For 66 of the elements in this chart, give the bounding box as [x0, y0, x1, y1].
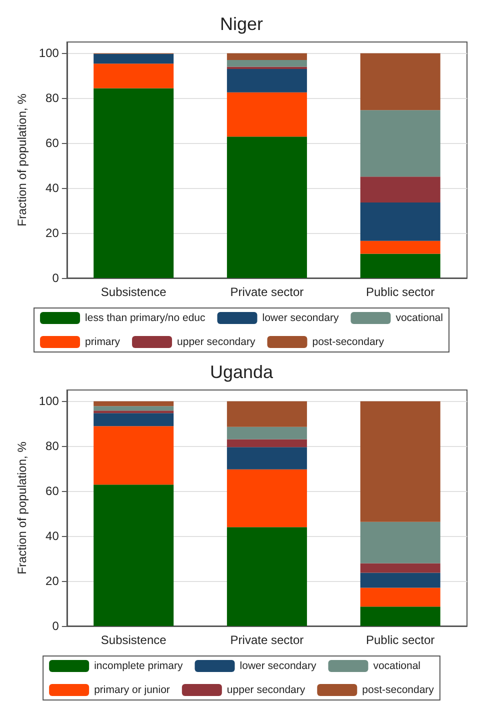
legend-label: vocational [373, 660, 420, 672]
bar [360, 563, 440, 573]
bar [226, 469, 307, 528]
bar [360, 53, 440, 110]
y-tick-label: 40 [46, 181, 60, 196]
y-tick-label: 80 [46, 439, 60, 454]
x-tick-label: Private sector [230, 285, 304, 299]
bar [226, 60, 307, 67]
legend-label: lower secondary [240, 660, 317, 672]
y-axis-title: Fraction of population, % [15, 441, 29, 574]
y-tick-label: 20 [46, 574, 60, 588]
bar [94, 413, 174, 426]
legend-label: upper secondary [226, 684, 306, 696]
chart-title: Uganda [210, 362, 274, 382]
legend-label: post-secondary [312, 336, 385, 348]
bar [226, 401, 307, 427]
bar [94, 426, 174, 485]
chart-title: Niger [220, 14, 264, 34]
bar [360, 202, 440, 241]
y-tick-label: 100 [38, 46, 60, 60]
bar [94, 401, 174, 406]
legend-label: upper secondary [177, 336, 256, 348]
legend-label: lower secondary [262, 312, 340, 324]
y-tick-label: 40 [46, 529, 60, 544]
bar [360, 110, 440, 177]
bar [360, 572, 440, 588]
y-tick-label: 0 [52, 619, 60, 633]
x-tick-label: Private sector [230, 633, 304, 647]
bar [226, 92, 307, 137]
y-tick-label: 0 [52, 271, 60, 285]
bar [94, 54, 174, 64]
y-tick-label: 60 [46, 484, 60, 498]
y-tick-label: 80 [46, 91, 60, 106]
legend-label: vocational [396, 312, 443, 324]
bar [94, 410, 174, 414]
bar [94, 64, 174, 88]
legend-label: post-secondary [362, 684, 435, 696]
bar [360, 176, 440, 202]
bar [226, 136, 307, 278]
legend-label: primary [85, 336, 121, 348]
y-tick-label: 20 [46, 226, 60, 240]
legend-label: primary or junior [94, 684, 170, 696]
x-tick-label: Public sector [366, 285, 435, 299]
bar [360, 240, 440, 254]
legend-label: less than primary/no educ [85, 312, 206, 324]
bar [360, 522, 440, 564]
y-tick-label: 100 [38, 394, 60, 408]
bar [226, 68, 307, 92]
bar [226, 53, 307, 60]
bar [94, 88, 174, 278]
x-tick-label: Public sector [366, 633, 435, 647]
x-tick-label: Subsistence [100, 633, 167, 647]
y-tick-label: 60 [46, 136, 60, 150]
bar [360, 401, 440, 522]
legend-label: incomplete primary [94, 660, 184, 672]
bar [226, 447, 307, 470]
bar [94, 406, 174, 411]
bar [360, 588, 440, 607]
bar [360, 606, 440, 626]
bar [360, 254, 440, 278]
x-tick-label: Subsistence [100, 285, 167, 299]
bar [226, 426, 307, 440]
bar [94, 484, 174, 626]
bar [226, 439, 307, 448]
bar [226, 527, 307, 626]
y-axis-title: Fraction of population, % [15, 93, 29, 226]
